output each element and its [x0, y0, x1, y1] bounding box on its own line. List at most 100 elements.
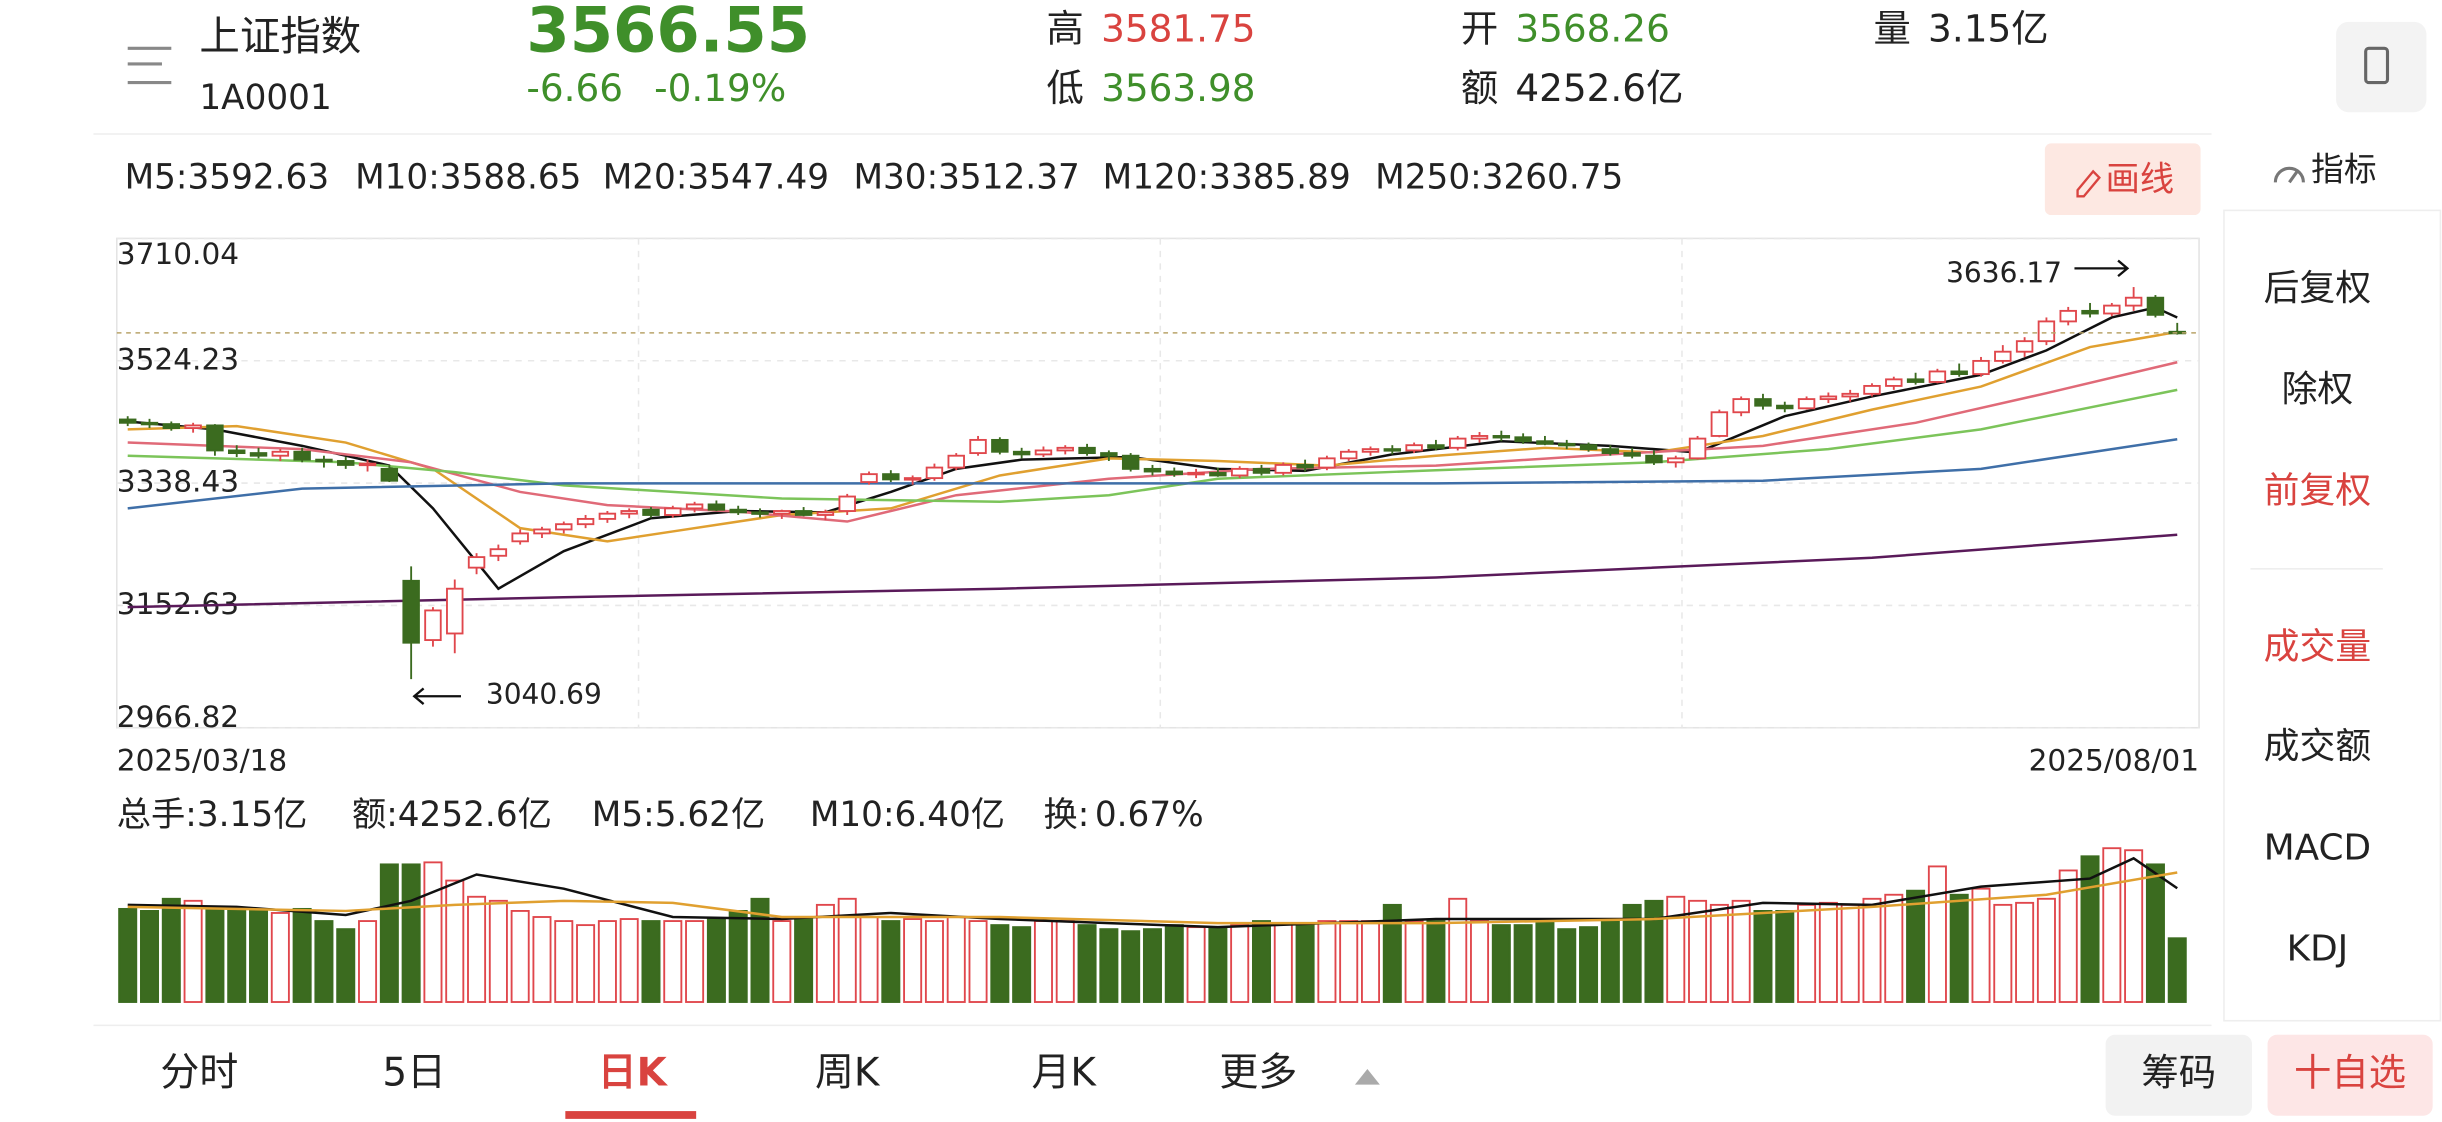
- candle-body: [1797, 398, 1816, 410]
- volume-bar: [1426, 920, 1446, 1003]
- volume-bar: [1666, 895, 1686, 1003]
- volume-bar: [663, 920, 683, 1003]
- sidebar-item[interactable]: 前复权: [2264, 470, 2371, 511]
- candle-body: [1405, 444, 1423, 452]
- tab[interactable]: 5日: [382, 1051, 446, 1096]
- candle-body: [860, 473, 878, 483]
- volume-label: 量: [1874, 7, 1911, 51]
- volume-bar: [1295, 924, 1315, 1003]
- volume-bar: [140, 910, 160, 1003]
- candle-body: [1688, 437, 1707, 460]
- volume-bar: [532, 916, 552, 1003]
- candle-body: [1754, 398, 1772, 407]
- volume-bar: [1579, 926, 1599, 1003]
- candle-body: [1928, 370, 1947, 383]
- volume-bar: [1688, 899, 1708, 1003]
- ma-line: [127, 388, 2178, 504]
- volume-bar: [794, 916, 814, 1003]
- candle-body: [1318, 457, 1336, 469]
- candle-body: [2015, 340, 2034, 353]
- candle-body: [664, 507, 682, 516]
- tab[interactable]: 周K: [815, 1051, 881, 1096]
- volume-bar: [597, 920, 617, 1003]
- tab-active[interactable]: 日K: [598, 1051, 669, 1096]
- candle-body: [1034, 449, 1053, 456]
- watch-button[interactable]: 十自选: [2267, 1034, 2433, 1116]
- volume-bar: [728, 910, 748, 1003]
- volume-bar: [1775, 910, 1795, 1003]
- draw-button[interactable]: 画线: [2044, 143, 2201, 216]
- volume-bar: [1404, 920, 1424, 1003]
- candle-body: [2081, 309, 2099, 315]
- indicator-button[interactable]: 指标: [2273, 150, 2377, 188]
- volume-bar: [1033, 920, 1053, 1003]
- candle-body: [380, 467, 399, 482]
- volume-bar: [1099, 928, 1119, 1003]
- volume-bar: [1906, 889, 1926, 1003]
- legend-entry: M20:3547.49: [603, 158, 829, 198]
- sidebar-item[interactable]: 除权: [2282, 369, 2354, 410]
- y-tick-label: 3710.04: [117, 237, 239, 271]
- tab[interactable]: 月K: [1031, 1051, 1097, 1096]
- volume-bar: [1121, 930, 1141, 1003]
- volume-bar: [990, 924, 1010, 1003]
- volume-bar: [1535, 918, 1555, 1003]
- indicator-label: 指标: [2311, 150, 2376, 188]
- tab[interactable]: 更多: [1219, 1051, 1297, 1096]
- volume-bar: [1797, 903, 1817, 1003]
- volume-bar: [379, 863, 399, 1003]
- chip-button[interactable]: 筹码: [2105, 1034, 2252, 1116]
- volume-bar: [1731, 899, 1751, 1003]
- volume-bar: [510, 910, 530, 1003]
- sidebar-item[interactable]: MACD: [2264, 827, 2371, 868]
- candle-body: [642, 508, 660, 516]
- candle-body: [773, 510, 791, 515]
- high: 3581.75: [1101, 7, 1256, 51]
- sidebar-item[interactable]: KDJ: [2287, 929, 2349, 970]
- legend-entry: M30:3512.37: [853, 158, 1079, 198]
- volume-bar: [1186, 926, 1206, 1003]
- candle-body: [1427, 444, 1445, 449]
- volume-amount: 额:4252.6亿: [352, 795, 552, 835]
- volume-bar: [1622, 903, 1642, 1003]
- sidebar-item[interactable]: 成交量: [2264, 626, 2371, 667]
- volume-bar: [1273, 922, 1293, 1003]
- sidebar-item[interactable]: 成交额: [2264, 726, 2371, 767]
- candle-body: [1906, 378, 1925, 383]
- volume-bar: [1840, 903, 1860, 1003]
- volume-bar: [1927, 865, 1947, 1003]
- candle-body: [1601, 448, 1620, 455]
- candle-body: [271, 450, 290, 457]
- candle-body: [991, 438, 1009, 453]
- volume-bar: [183, 899, 203, 1003]
- arrow: [412, 687, 461, 705]
- volume-bar: [358, 920, 378, 1003]
- index-name: 上证指数: [199, 12, 361, 60]
- volume-bar: [1208, 926, 1228, 1003]
- sidebar: [2223, 209, 2442, 1022]
- candle-body: [1514, 436, 1532, 443]
- volume-bar: [1971, 887, 1991, 1003]
- menu-icon[interactable]: [127, 46, 172, 85]
- candle-body: [751, 511, 769, 515]
- candle-body: [184, 424, 202, 429]
- tab[interactable]: 分时: [160, 1051, 238, 1096]
- volume-bar: [314, 920, 334, 1003]
- volume-bar: [1448, 897, 1468, 1003]
- sidebar-item[interactable]: 后复权: [2264, 268, 2371, 309]
- candle-body: [1165, 470, 1183, 476]
- candle-body: [1732, 398, 1750, 414]
- open: 3568.26: [1515, 7, 1670, 51]
- low-label: 低: [1047, 66, 1084, 110]
- candle-body: [925, 466, 944, 480]
- landscape-button[interactable]: [2336, 21, 2427, 113]
- volume-bar: [336, 928, 356, 1003]
- candle-body: [424, 609, 442, 641]
- volume-bar: [837, 897, 857, 1003]
- volume-bar: [1949, 893, 1969, 1003]
- volume-bar: [2145, 863, 2165, 1003]
- volume-bar: [270, 912, 290, 1003]
- candle-body: [1449, 437, 1467, 449]
- volume-bar: [1491, 924, 1511, 1003]
